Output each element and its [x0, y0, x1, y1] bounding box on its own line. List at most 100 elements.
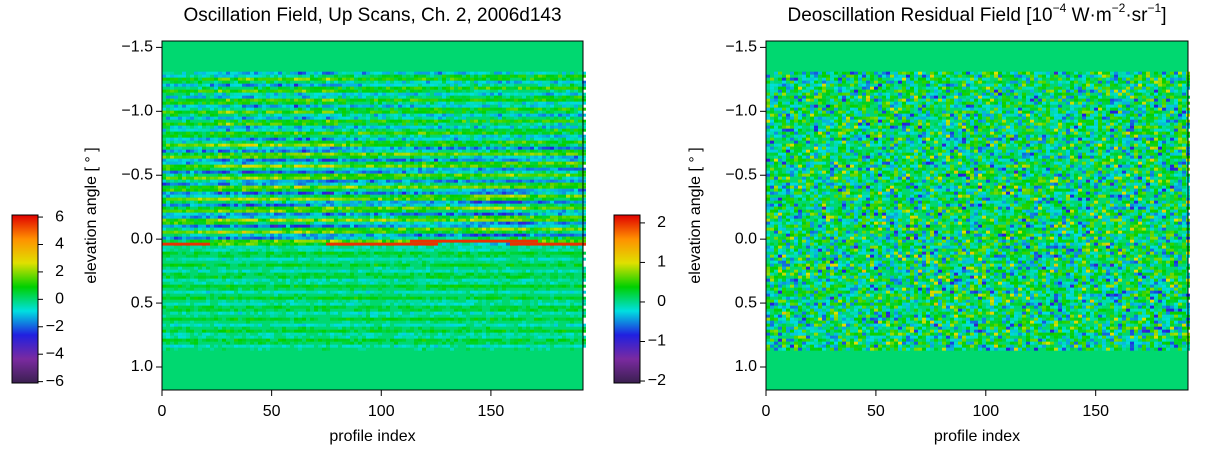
- field-cell: [422, 224, 426, 228]
- field-cell: [362, 179, 366, 183]
- field-cell: [498, 179, 502, 183]
- field-cell: [394, 152, 398, 156]
- field-cell: [570, 218, 574, 222]
- field-cell: [214, 77, 218, 81]
- field-cell: [246, 149, 250, 153]
- field-cell: [278, 137, 282, 141]
- field-cell: [430, 194, 434, 198]
- field-cell: [182, 176, 186, 180]
- field-cell: [526, 128, 530, 132]
- field-cell: [246, 95, 250, 99]
- field-cell: [374, 95, 378, 99]
- field-cell: [510, 197, 514, 201]
- field-cell: [174, 146, 178, 150]
- field-cell: [170, 149, 174, 153]
- field-cell: [282, 104, 286, 108]
- field-cell: [502, 197, 506, 201]
- field-cell: [558, 161, 562, 165]
- field-cell: [570, 152, 574, 156]
- field-cell: [210, 143, 214, 147]
- field-cell: [334, 197, 338, 201]
- field-cell: [334, 230, 338, 234]
- field-cell: [522, 155, 526, 159]
- field-cell: [554, 131, 558, 135]
- field-cell: [498, 92, 502, 96]
- field-cell: [506, 164, 510, 168]
- field-cell: [410, 203, 414, 207]
- field-cell: [430, 233, 434, 237]
- field-cell: [546, 101, 550, 105]
- field-cell: [378, 206, 382, 210]
- field-cell: [162, 110, 166, 114]
- field-cell: [506, 119, 510, 123]
- field-cell: [566, 116, 570, 120]
- field-cell: [390, 158, 394, 162]
- field-cell: [298, 98, 302, 102]
- field-cell: [446, 152, 450, 156]
- field-cell: [502, 179, 506, 183]
- field-cell: [502, 194, 506, 198]
- field-cell: [346, 224, 350, 228]
- field-cell: [454, 218, 458, 222]
- field-cell: [430, 206, 434, 210]
- field-cell: [202, 110, 206, 114]
- field-cell: [306, 209, 310, 213]
- field-cell: [506, 221, 510, 225]
- field-cell: [474, 167, 478, 171]
- field-cell: [266, 173, 270, 177]
- field-cell: [570, 104, 574, 108]
- field-cell: [486, 194, 490, 198]
- field-cell: [302, 218, 306, 222]
- field-cell: [530, 218, 534, 222]
- field-cell: [526, 134, 530, 138]
- field-cell: [402, 200, 406, 204]
- field-cell: [474, 74, 478, 78]
- field-cell: [290, 146, 294, 150]
- field-cell: [430, 113, 434, 117]
- field-cell: [450, 218, 454, 222]
- field-cell: [206, 182, 210, 186]
- field-cell: [314, 110, 318, 114]
- field-cell: [298, 212, 302, 216]
- field-cell: [434, 86, 438, 90]
- field-cell: [482, 233, 486, 237]
- field-cell: [170, 110, 174, 114]
- field-cell: [258, 131, 262, 135]
- field-cell: [310, 158, 314, 162]
- field-cell: [418, 167, 422, 171]
- field-cell: [454, 227, 458, 231]
- field-cell: [370, 191, 374, 195]
- field-cell: [350, 206, 354, 210]
- field-cell: [494, 185, 498, 189]
- field-cell: [214, 215, 218, 219]
- field-cell: [166, 218, 170, 222]
- field-cell: [294, 143, 298, 147]
- field-cell: [190, 209, 194, 213]
- field-cell: [578, 173, 582, 177]
- field-cell: [414, 191, 418, 195]
- field-cell: [402, 170, 406, 174]
- field-cell: [382, 176, 386, 180]
- field-cell: [526, 218, 530, 222]
- field-cell: [246, 188, 250, 192]
- field-cell: [226, 230, 230, 234]
- field-cell: [382, 197, 386, 201]
- field-cell: [386, 119, 390, 123]
- field-cell: [242, 215, 246, 219]
- field-cell: [362, 152, 366, 156]
- field-cell: [338, 212, 342, 216]
- field-cell: [446, 170, 450, 174]
- field-cell: [218, 107, 222, 111]
- field-cell: [418, 125, 422, 129]
- field-cell: [386, 221, 390, 225]
- field-cell: [550, 134, 554, 138]
- field-cell: [186, 164, 190, 168]
- field-cell: [482, 155, 486, 159]
- field-cell: [434, 71, 438, 75]
- field-cell: [562, 86, 566, 90]
- field-cell: [230, 221, 234, 225]
- field-cell: [522, 122, 526, 126]
- field-cell: [370, 104, 374, 108]
- field-cell: [566, 146, 570, 150]
- field-cell: [330, 128, 334, 132]
